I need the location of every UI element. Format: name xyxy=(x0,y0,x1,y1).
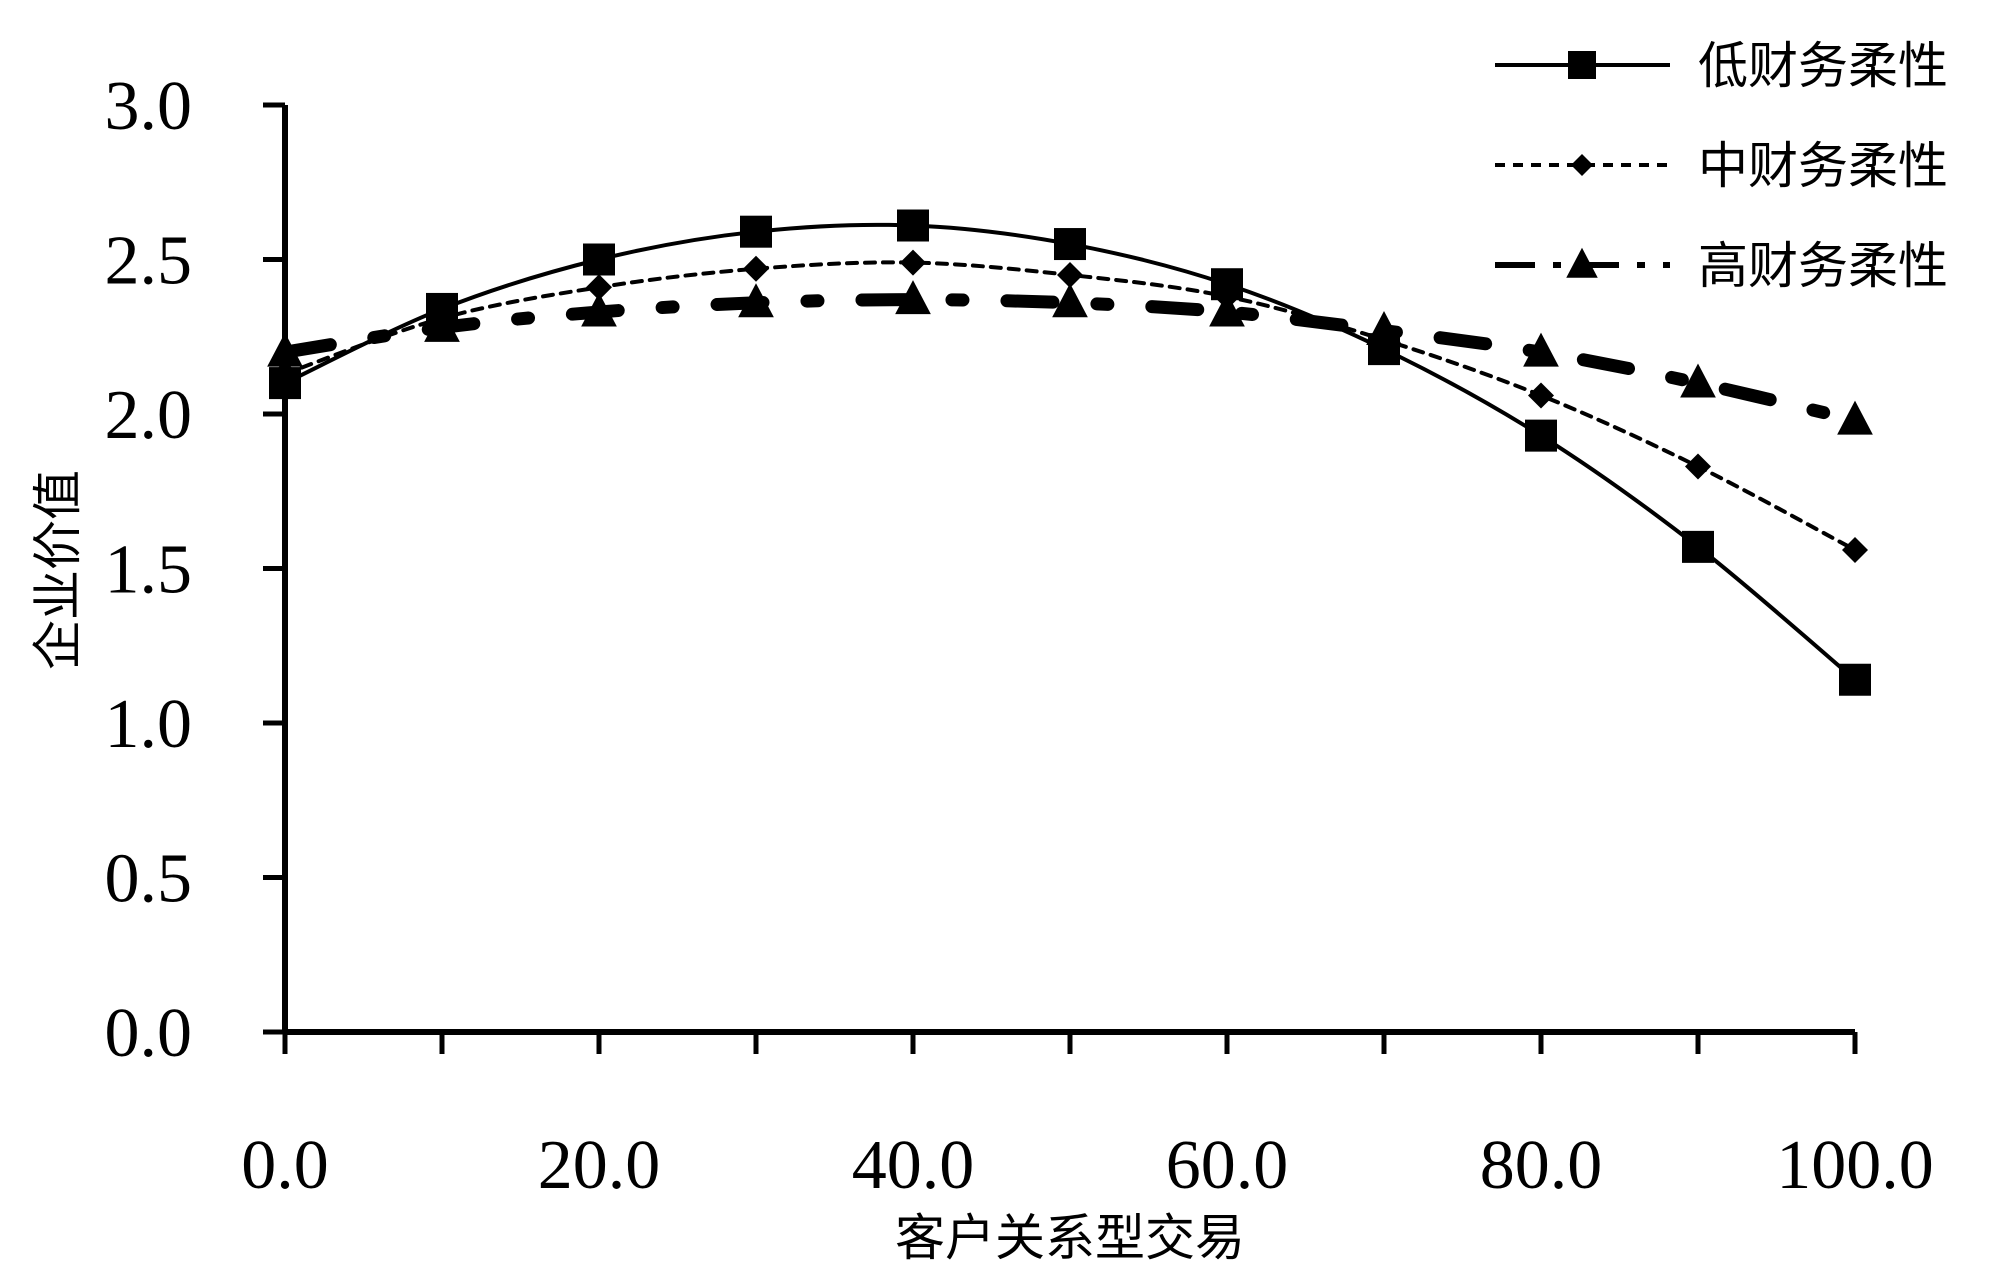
data-point xyxy=(1842,536,1868,563)
x-tick-label: 80.0 xyxy=(1480,1127,1603,1204)
data-point xyxy=(586,274,612,301)
data-point xyxy=(1528,382,1554,409)
y-tick-label: 0.0 xyxy=(105,995,193,1072)
data-point xyxy=(900,249,926,276)
data-point xyxy=(1839,663,1871,696)
x-axis-title: 客户关系型交易 xyxy=(895,1209,1245,1267)
y-tick-label: 3.0 xyxy=(105,68,193,145)
y-tick-label: 1.0 xyxy=(105,686,193,763)
series-layer xyxy=(267,209,1873,696)
data-point xyxy=(1054,228,1086,261)
data-point xyxy=(1057,261,1083,288)
data-point xyxy=(1209,292,1245,327)
data-point xyxy=(581,292,617,327)
data-point xyxy=(1366,311,1402,346)
x-tick-label: 40.0 xyxy=(852,1127,975,1204)
data-point xyxy=(897,209,929,242)
y-tick-label: 2.0 xyxy=(105,377,193,454)
data-point xyxy=(1052,283,1088,318)
x-tick-label: 60.0 xyxy=(1166,1127,1289,1204)
data-point xyxy=(738,283,774,318)
legend-label: 低财务柔性 xyxy=(1698,37,1948,95)
data-point xyxy=(1525,419,1557,452)
data-point xyxy=(895,280,931,315)
legend-item-2: 中财务柔性 xyxy=(1495,137,1948,195)
legend-item-3: 高财务柔性 xyxy=(1495,237,1948,295)
y-axis-title: 企业价值 xyxy=(29,470,87,670)
data-point xyxy=(1682,530,1714,563)
x-ticks: 0.0 20.0 40.0 60.0 80.0 100.0 xyxy=(241,1032,1934,1204)
legend-marker xyxy=(1568,51,1596,79)
data-point xyxy=(1680,363,1716,398)
legend-marker xyxy=(1571,154,1593,176)
data-point xyxy=(743,255,769,282)
series-2 xyxy=(272,249,1868,563)
x-tick-label: 0.0 xyxy=(241,1127,329,1204)
data-point xyxy=(740,215,772,248)
legend-marker xyxy=(1566,247,1598,278)
legend-label: 中财务柔性 xyxy=(1698,137,1948,195)
y-tick-label: 0.5 xyxy=(105,841,193,918)
data-point xyxy=(272,360,298,387)
y-tick-label: 2.5 xyxy=(105,223,193,300)
series-3 xyxy=(267,280,1873,435)
legend-label: 高财务柔性 xyxy=(1698,237,1948,295)
data-point xyxy=(583,243,615,276)
y-ticks: 0.0 0.5 1.0 1.5 2.0 2.5 3.0 xyxy=(105,68,285,1072)
data-point xyxy=(267,332,303,367)
data-point xyxy=(1523,332,1559,367)
x-tick-label: 20.0 xyxy=(538,1127,661,1204)
x-tick-label: 100.0 xyxy=(1776,1127,1934,1204)
data-point xyxy=(424,307,460,342)
series-line xyxy=(278,293,1862,427)
data-point xyxy=(1837,400,1873,435)
y-tick-label: 1.5 xyxy=(105,532,193,609)
series-1 xyxy=(269,209,1871,696)
legend-item-1: 低财务柔性 xyxy=(1495,37,1948,95)
data-point xyxy=(1685,453,1711,480)
